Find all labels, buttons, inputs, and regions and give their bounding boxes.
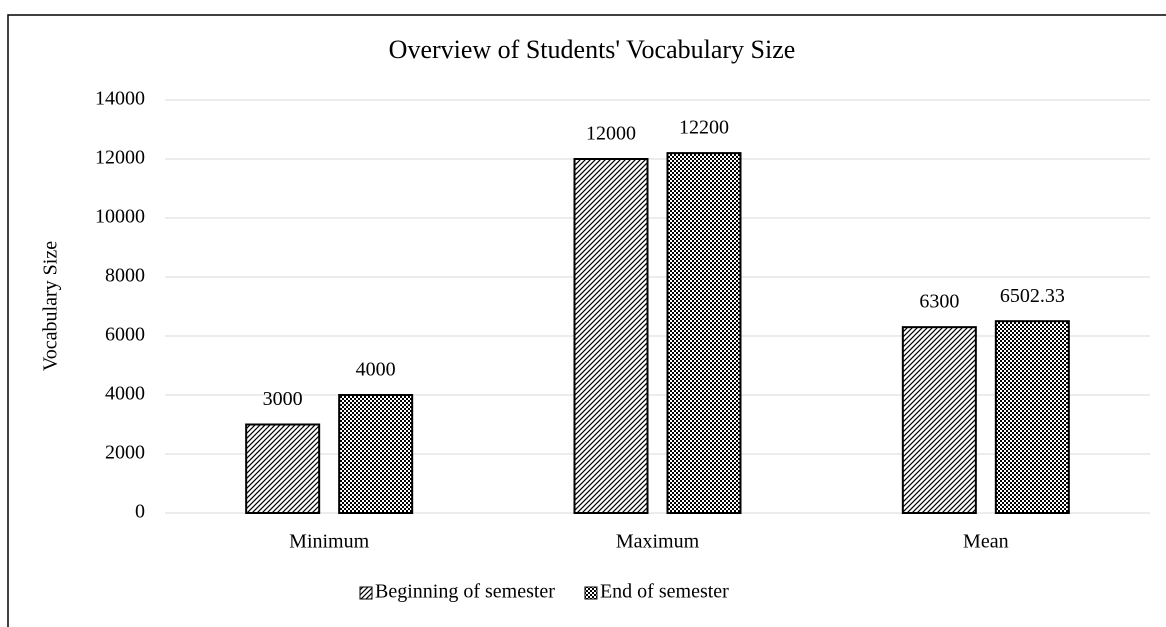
- legend-label: Beginning of semester: [375, 581, 555, 603]
- bar: [666, 152, 742, 514]
- bar: [573, 158, 649, 514]
- legend-marker: [584, 586, 598, 600]
- data-label: 12000: [586, 123, 636, 145]
- y-axis-label: Vocabulary Size: [40, 241, 62, 371]
- legend-marker: [359, 586, 373, 600]
- y-tick-label: 4000: [105, 383, 145, 405]
- data-label: 6300: [919, 291, 959, 313]
- y-tick-label: 0: [135, 501, 145, 523]
- x-tick-label: Maximum: [616, 531, 700, 553]
- bar: [338, 394, 414, 514]
- chart-border: [7, 14, 1166, 627]
- y-tick-label: 8000: [105, 265, 145, 287]
- data-label: 3000: [263, 388, 303, 410]
- chart-title: Overview of Students' Vocabulary Size: [389, 35, 796, 64]
- y-tick-label: 6000: [105, 324, 145, 346]
- data-label: 12200: [679, 117, 729, 139]
- bar: [994, 320, 1070, 515]
- bar: [245, 423, 321, 514]
- data-label: 6502.33: [1000, 285, 1065, 307]
- x-tick-label: Minimum: [289, 531, 369, 553]
- y-tick-label: 14000: [95, 88, 145, 110]
- legend-label: End of semester: [600, 581, 729, 603]
- y-tick-label: 2000: [105, 442, 145, 464]
- x-tick-label: Mean: [963, 531, 1009, 553]
- y-tick-label: 10000: [95, 206, 145, 228]
- y-tick-label: 12000: [95, 147, 145, 169]
- data-label: 4000: [356, 359, 396, 381]
- bar: [901, 326, 977, 514]
